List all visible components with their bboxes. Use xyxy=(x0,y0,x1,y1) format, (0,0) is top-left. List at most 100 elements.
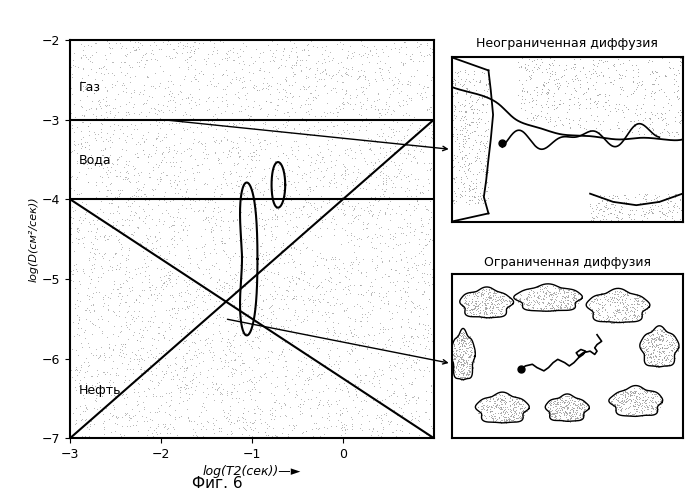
Point xyxy=(286,180,297,188)
Point xyxy=(125,378,136,386)
Point xyxy=(254,388,265,396)
Point xyxy=(622,210,634,218)
Point xyxy=(383,287,394,295)
Point xyxy=(265,268,276,276)
Point xyxy=(638,344,649,352)
Point xyxy=(240,426,251,434)
Point xyxy=(566,395,578,403)
Point xyxy=(106,391,117,399)
Point xyxy=(639,129,650,137)
Point xyxy=(419,140,430,148)
Point xyxy=(449,342,460,350)
Point xyxy=(518,299,529,307)
Point xyxy=(125,37,136,45)
Point xyxy=(267,424,279,432)
Point xyxy=(247,141,258,149)
Point xyxy=(391,118,402,126)
Point xyxy=(610,395,621,403)
Point xyxy=(410,153,421,161)
Point xyxy=(638,342,649,350)
Point xyxy=(356,426,368,434)
Point xyxy=(629,398,640,406)
Point xyxy=(243,210,254,218)
Point xyxy=(407,339,419,347)
Point xyxy=(511,294,522,302)
Point xyxy=(164,90,175,98)
Point xyxy=(616,306,627,314)
Point xyxy=(360,392,371,400)
Point xyxy=(664,106,675,114)
Point xyxy=(462,344,473,352)
Point xyxy=(295,206,307,214)
Point xyxy=(389,406,400,414)
Point xyxy=(230,394,241,402)
Point xyxy=(85,279,96,287)
Point xyxy=(312,204,323,212)
Point xyxy=(270,125,281,133)
Point xyxy=(256,407,267,415)
Point xyxy=(648,126,659,134)
Point xyxy=(273,152,284,160)
Point xyxy=(610,391,622,399)
Point xyxy=(372,372,383,380)
Point xyxy=(636,293,648,301)
Point xyxy=(631,313,642,321)
Point xyxy=(83,255,94,263)
Point xyxy=(482,405,493,413)
Point xyxy=(230,249,241,257)
Point xyxy=(160,130,172,138)
Point xyxy=(571,395,582,403)
Point xyxy=(650,340,662,348)
Point xyxy=(243,68,254,76)
Point xyxy=(519,408,531,416)
Point xyxy=(635,402,646,410)
Point xyxy=(557,286,568,294)
Point xyxy=(253,179,264,187)
Point xyxy=(257,79,268,87)
Point xyxy=(536,88,547,96)
Point xyxy=(74,366,85,374)
Point xyxy=(297,385,308,393)
Point xyxy=(86,238,97,246)
Point xyxy=(335,105,346,113)
Point xyxy=(300,170,312,178)
Point xyxy=(124,268,135,276)
Point xyxy=(576,412,587,420)
Point xyxy=(569,72,580,80)
Point xyxy=(330,183,342,191)
Point xyxy=(508,404,519,412)
Point xyxy=(452,359,463,367)
Point xyxy=(69,128,80,136)
Point xyxy=(357,36,368,44)
Point xyxy=(412,334,423,342)
Point xyxy=(516,301,527,309)
Point xyxy=(550,70,561,78)
Point xyxy=(142,294,153,302)
Point xyxy=(454,352,465,360)
Point xyxy=(312,66,323,74)
Point xyxy=(383,297,394,305)
Point xyxy=(570,87,582,95)
Point xyxy=(395,223,406,231)
Point xyxy=(486,306,498,314)
Point xyxy=(658,88,669,96)
Point xyxy=(640,300,651,308)
Point xyxy=(85,42,97,50)
Point xyxy=(246,156,257,164)
Point xyxy=(323,416,334,424)
Point xyxy=(497,295,508,303)
Point xyxy=(592,203,603,211)
Point xyxy=(270,172,281,180)
Point xyxy=(556,402,567,410)
Point xyxy=(664,359,675,367)
Point xyxy=(76,119,88,126)
Point xyxy=(219,317,230,325)
Point xyxy=(384,144,395,152)
Point xyxy=(355,98,366,106)
Point xyxy=(242,386,253,394)
Point xyxy=(242,152,253,160)
Point xyxy=(302,115,314,123)
Point xyxy=(489,397,500,405)
Point xyxy=(619,393,630,401)
Point xyxy=(567,63,578,71)
